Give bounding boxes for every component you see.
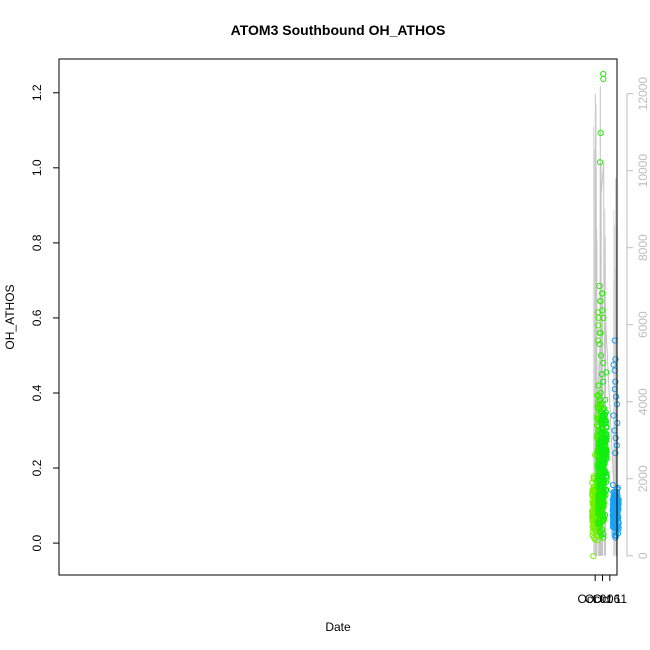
- data-point: [601, 511, 609, 519]
- data-point: [596, 524, 603, 531]
- data-point: [600, 466, 607, 473]
- data-point: [600, 314, 607, 321]
- data-point: [596, 282, 603, 290]
- y-tick-label: 0.0: [30, 534, 44, 551]
- data-point: [611, 525, 619, 532]
- data-point: [610, 361, 617, 368]
- y-tick-label: 0.2: [30, 459, 44, 476]
- data-point: [594, 337, 602, 344]
- y2-axis: 0 2000 4000 6000 8000 10000 12000: [626, 77, 650, 559]
- data-point: [600, 75, 607, 83]
- y2-tick-label: 4000: [636, 388, 650, 415]
- data-point: [599, 290, 606, 297]
- data-point: [602, 409, 609, 416]
- data-point: [600, 515, 608, 522]
- y2-tick-label: 2000: [636, 465, 650, 492]
- x-tick-label: Oct 01: [578, 592, 614, 606]
- data-point: [615, 506, 622, 513]
- y-axis-label: OH_ATHOS: [3, 284, 17, 349]
- data-point: [589, 492, 596, 499]
- data-point: [600, 359, 607, 367]
- data-point: [599, 307, 606, 314]
- data-point: [598, 481, 605, 488]
- data-point: [612, 434, 619, 442]
- data-point: [611, 491, 619, 498]
- data-point: [601, 412, 608, 419]
- data-point: [602, 396, 609, 403]
- y-tick-label: 0.8: [30, 234, 44, 251]
- y2-tick-label: 0: [636, 552, 650, 559]
- y2-tick-label: 12000: [636, 77, 650, 111]
- data-point: [600, 534, 607, 541]
- data-point: [603, 369, 610, 376]
- data-point: [598, 484, 605, 491]
- data-point: [592, 524, 599, 532]
- data-points-layer: [589, 70, 622, 560]
- data-point: [614, 514, 622, 521]
- data-point: [597, 389, 604, 397]
- data-point: [602, 437, 609, 444]
- data-point: [612, 534, 619, 541]
- data-point: [610, 489, 617, 496]
- data-point: [597, 352, 605, 359]
- data-point: [611, 512, 619, 519]
- data-point: [599, 431, 607, 438]
- y2-tick-label: 8000: [636, 234, 650, 261]
- data-point: [598, 420, 606, 427]
- data-point: [603, 479, 610, 486]
- data-point: [598, 448, 605, 455]
- data-point: [596, 329, 603, 336]
- y-tick-label: 1.0: [30, 159, 44, 176]
- y-tick-label: 0.6: [30, 309, 44, 326]
- data-point: [595, 382, 602, 389]
- data-point: [597, 129, 604, 136]
- y-tick-label: 1.2: [30, 84, 44, 101]
- data-point: [596, 159, 604, 166]
- data-point: [589, 479, 596, 486]
- data-point: [600, 416, 607, 423]
- data-point: [601, 457, 608, 464]
- data-point: [612, 393, 620, 400]
- data-point: [600, 378, 607, 385]
- x-tick-label: Oct 11: [593, 592, 628, 606]
- chart-title: ATOM3 Southbound OH_ATHOS: [231, 22, 446, 38]
- data-point: [598, 400, 605, 407]
- data-point: [610, 412, 617, 419]
- y2-tick-label: 10000: [636, 154, 650, 188]
- data-point: [615, 526, 622, 533]
- x-tick-label: Oct 06: [585, 592, 621, 606]
- x-axis-label: Date: [325, 620, 351, 634]
- data-point: [590, 553, 597, 560]
- data-point: [612, 378, 619, 385]
- data-point: [595, 511, 602, 518]
- data-point: [602, 487, 610, 494]
- data-point: [595, 322, 602, 329]
- data-point: [589, 508, 596, 516]
- data-point: [595, 314, 602, 321]
- data-point: [600, 531, 607, 538]
- data-point: [600, 474, 607, 481]
- data-point: [595, 502, 602, 509]
- data-point: [612, 449, 619, 457]
- y2-tick-label: 6000: [636, 311, 650, 338]
- y-axis: 0.0 0.2 0.4 0.6 0.8 1.0 1.2: [30, 84, 60, 551]
- data-point: [612, 531, 620, 539]
- data-point: [612, 502, 619, 509]
- data-point: [603, 473, 610, 480]
- data-point: [609, 481, 617, 489]
- data-point: [612, 356, 619, 363]
- data-point: [598, 475, 606, 482]
- data-point: [596, 341, 603, 348]
- y-tick-label: 0.4: [30, 384, 44, 401]
- data-point: [597, 298, 604, 305]
- data-point: [594, 537, 601, 544]
- data-point: [599, 424, 606, 431]
